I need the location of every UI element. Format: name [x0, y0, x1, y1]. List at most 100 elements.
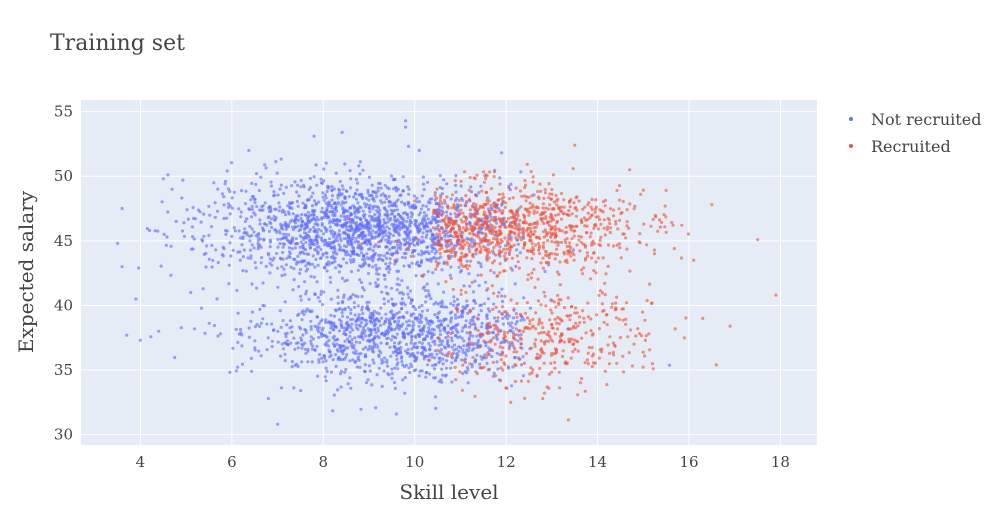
point-recruited	[515, 350, 519, 354]
point-recruited	[456, 214, 460, 219]
point-recruited	[549, 219, 553, 223]
point-recruited	[516, 260, 520, 264]
point-not-recruited	[278, 187, 282, 191]
point-not-recruited	[284, 341, 288, 346]
point-recruited	[590, 354, 595, 358]
point-not-recruited	[420, 194, 424, 198]
point-not-recruited	[454, 183, 458, 187]
point-recruited	[537, 317, 542, 321]
point-not-recruited	[342, 222, 346, 226]
point-not-recruited	[216, 187, 220, 191]
point-not-recruited	[120, 265, 124, 269]
point-not-recruited	[307, 297, 311, 301]
point-recruited	[590, 346, 594, 350]
point-recruited	[486, 247, 490, 251]
point-not-recruited	[375, 209, 379, 213]
y-tick-label: 35	[54, 361, 73, 379]
point-not-recruited	[362, 369, 366, 373]
point-not-recruited	[449, 336, 454, 340]
point-recruited	[500, 312, 504, 316]
legend-item-not-recruited[interactable]: Not recruited	[849, 110, 981, 129]
point-not-recruited	[426, 180, 430, 184]
point-recruited	[538, 252, 542, 256]
point-not-recruited	[227, 282, 231, 286]
point-not-recruited	[485, 313, 489, 317]
point-recruited	[624, 322, 628, 326]
point-not-recruited	[300, 213, 304, 217]
point-not-recruited	[425, 282, 429, 286]
point-not-recruited	[353, 212, 357, 216]
point-not-recruited	[331, 336, 335, 340]
point-not-recruited	[356, 295, 360, 299]
point-not-recruited	[266, 251, 270, 256]
point-recruited	[497, 198, 501, 202]
point-not-recruited	[367, 198, 371, 202]
point-not-recruited	[417, 264, 421, 268]
point-not-recruited	[212, 323, 217, 328]
legend[interactable]: Not recruited Recruited	[849, 110, 981, 156]
point-not-recruited	[337, 329, 341, 333]
point-not-recruited	[346, 252, 350, 257]
point-recruited	[505, 386, 509, 390]
point-not-recruited	[362, 215, 367, 219]
point-recruited	[621, 199, 625, 204]
point-not-recruited	[166, 173, 170, 177]
point-recruited	[505, 257, 509, 261]
point-recruited	[434, 267, 438, 271]
point-recruited	[486, 201, 490, 206]
point-not-recruited	[484, 344, 488, 348]
point-recruited	[519, 379, 524, 383]
point-not-recruited	[434, 349, 438, 353]
point-not-recruited	[377, 312, 381, 316]
point-recruited	[548, 203, 552, 207]
point-not-recruited	[395, 282, 399, 286]
point-not-recruited	[337, 200, 341, 205]
point-not-recruited	[263, 163, 267, 167]
point-recruited	[439, 236, 443, 240]
point-not-recruited	[374, 263, 378, 267]
point-not-recruited	[405, 311, 409, 315]
point-not-recruited	[306, 360, 310, 364]
point-recruited	[524, 351, 529, 356]
point-not-recruited	[436, 312, 440, 316]
legend-item-recruited[interactable]: Recruited	[849, 137, 951, 156]
point-recruited	[614, 301, 618, 305]
point-not-recruited	[287, 246, 292, 250]
point-not-recruited	[438, 174, 442, 178]
point-not-recruited	[460, 329, 464, 333]
point-not-recruited	[207, 204, 211, 208]
point-not-recruited	[250, 233, 254, 238]
point-not-recruited	[474, 326, 478, 330]
point-recruited	[553, 317, 557, 321]
point-recruited	[551, 339, 555, 343]
point-recruited	[583, 224, 587, 228]
point-not-recruited	[382, 302, 386, 306]
point-not-recruited	[339, 224, 343, 228]
point-not-recruited	[367, 233, 371, 237]
point-not-recruited	[510, 321, 514, 325]
point-not-recruited	[399, 345, 403, 350]
point-not-recruited	[374, 317, 379, 321]
point-not-recruited	[506, 366, 511, 370]
point-not-recruited	[363, 355, 367, 359]
point-not-recruited	[328, 225, 332, 229]
point-not-recruited	[445, 182, 449, 186]
point-recruited	[617, 207, 621, 211]
point-not-recruited	[353, 192, 357, 196]
point-recruited	[446, 204, 450, 208]
point-not-recruited	[435, 352, 439, 356]
point-recruited	[524, 183, 528, 187]
point-not-recruited	[467, 346, 471, 350]
x-tick-label: 8	[319, 453, 329, 471]
point-not-recruited	[363, 212, 367, 217]
point-recruited	[567, 327, 571, 331]
point-not-recruited	[389, 212, 393, 216]
point-not-recruited	[427, 294, 431, 298]
point-not-recruited	[458, 345, 463, 350]
point-recruited	[470, 204, 475, 208]
point-not-recruited	[297, 229, 301, 233]
point-not-recruited	[368, 316, 373, 320]
point-recruited	[648, 282, 652, 286]
point-not-recruited	[379, 253, 383, 257]
point-not-recruited	[308, 239, 312, 243]
